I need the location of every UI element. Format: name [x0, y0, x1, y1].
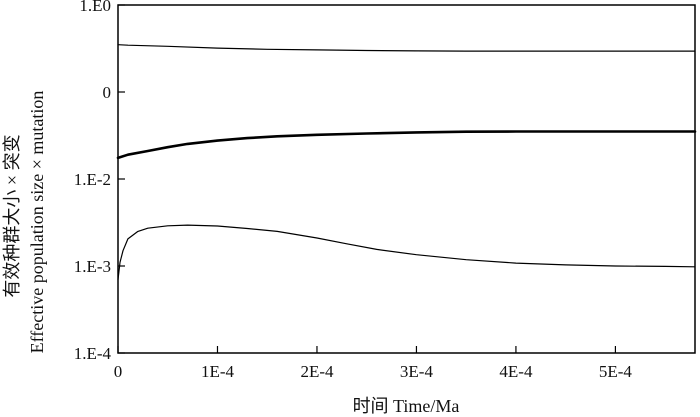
x-tick-label-1: 1E-4: [201, 362, 235, 381]
x-tick-label-0: 0: [114, 362, 123, 381]
series-layer: [116, 44, 697, 281]
y-tick-label-3: 1.E-3: [74, 257, 111, 276]
x-ticks: 0 1E-4 2E-4 3E-4 4E-4 5E-4: [114, 346, 633, 381]
x-tick-label-5: 5E-4: [599, 362, 633, 381]
x-axis-title: 时间 Time/Ma: [353, 396, 460, 416]
y-tick-label-2: 1.E-2: [74, 170, 111, 189]
y-tick-label-0: 1.E0: [79, 0, 111, 15]
y-tick-label-4: 1.E-4: [74, 344, 112, 363]
x-tick-label-2: 2E-4: [300, 362, 334, 381]
y-tick-label-1: 0: [103, 83, 112, 102]
y-ticks: 1.E0 0 1.E-2 1.E-3 1.E-4: [74, 0, 125, 363]
series-line-1: [117, 44, 696, 52]
x-tick-label-4: 4E-4: [499, 362, 533, 381]
x-tick-label-3: 3E-4: [400, 362, 434, 381]
y-axis-title-line2: Effective population size × mutation: [27, 91, 47, 354]
series-line-2: [116, 130, 697, 160]
plot-frame: [117, 4, 696, 354]
series-line-3: [117, 224, 696, 281]
y-axis-title-line1: 有效种群大小 × 突变: [2, 134, 22, 297]
